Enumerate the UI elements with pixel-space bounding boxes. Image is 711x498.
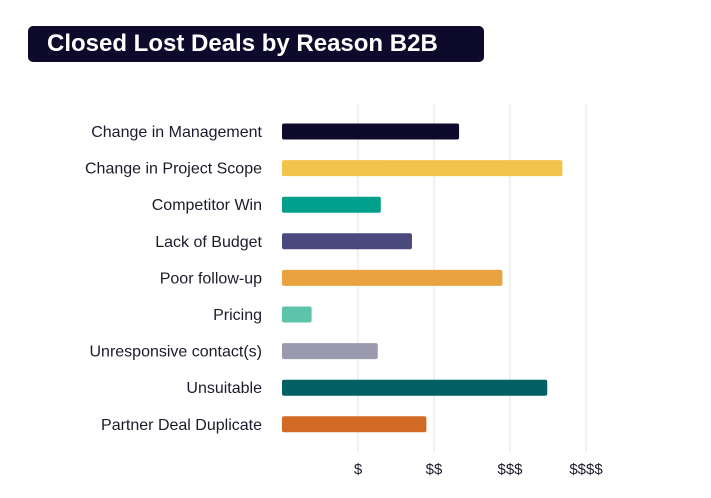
bar-6 (282, 306, 312, 323)
x-tick-label-1: $ (354, 461, 363, 478)
category-label-8: Unsuitable (186, 380, 262, 397)
x-tick-label-2: $$ (426, 461, 443, 478)
category-label-3: Competitor Win (152, 197, 262, 214)
category-label-1: Change in Management (91, 124, 262, 141)
bar-7 (282, 343, 378, 360)
bar-3 (282, 196, 381, 213)
x-tick-label-4: $$$$ (569, 461, 603, 478)
bar-4 (282, 233, 412, 250)
x-tick-labels: $ $$ $$$ $$$$ (354, 461, 604, 478)
category-label-9: Partner Deal Duplicate (101, 417, 262, 434)
x-tick-label-3: $$$ (497, 461, 523, 478)
category-label-5: Poor follow-up (160, 270, 262, 287)
category-labels: Change in Management Change in Project Sc… (85, 124, 263, 434)
bars (282, 123, 563, 433)
chart-title: Closed Lost Deals by Reason B2B (28, 26, 484, 62)
category-label-7: Unresponsive contact(s) (89, 344, 262, 361)
bar-2 (282, 160, 563, 177)
category-label-4: Lack of Budget (155, 234, 262, 251)
bar-1 (282, 123, 460, 140)
bar-5 (282, 269, 503, 286)
bar-8 (282, 379, 548, 396)
bar-9 (282, 416, 427, 433)
category-label-2: Change in Project Scope (85, 161, 262, 178)
category-label-6: Pricing (213, 307, 262, 324)
